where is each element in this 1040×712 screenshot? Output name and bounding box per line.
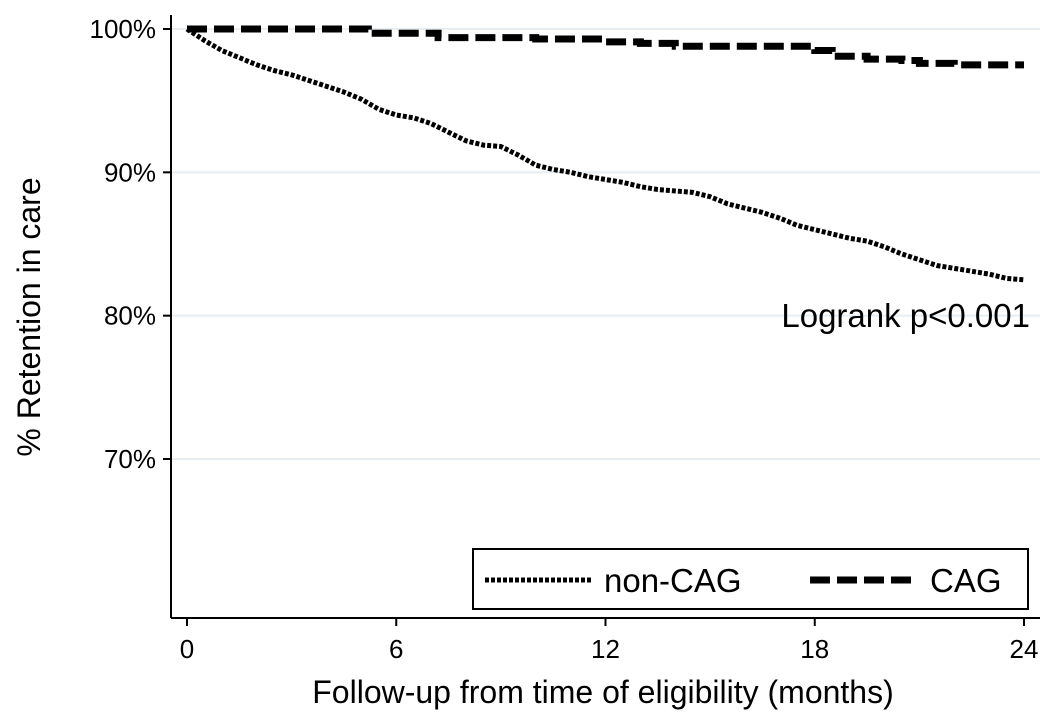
x-axis-title: Follow-up from time of eligibility (mont… xyxy=(312,674,894,710)
series-line-non-cag xyxy=(185,26,1025,283)
legend: non-CAG CAG xyxy=(472,548,1029,610)
legend-entries: non-CAG CAG xyxy=(485,562,1002,599)
gridlines xyxy=(172,28,1040,460)
x-ticks: 0 6 12 18 24 xyxy=(180,618,1039,664)
y-axis-title: % Retention in care xyxy=(11,177,47,456)
x-tick-label: 0 xyxy=(180,634,194,664)
logrank-annotation: Logrank p<0.001 xyxy=(781,297,1030,334)
x-tick-label: 24 xyxy=(1010,634,1039,664)
y-tick-label: 100% xyxy=(90,14,157,44)
series-line-cag xyxy=(187,25,1024,69)
x-tick-label: 6 xyxy=(389,634,403,664)
x-tick-label: 18 xyxy=(800,634,829,664)
y-tick-label: 80% xyxy=(104,301,156,331)
series-lines xyxy=(185,25,1025,283)
legend-label-cag: CAG xyxy=(930,562,1002,599)
legend-label-non-cag: non-CAG xyxy=(604,562,742,599)
x-tick-label: 12 xyxy=(591,634,620,664)
y-tick-label: 90% xyxy=(104,157,156,187)
y-tick-label: 70% xyxy=(104,444,156,474)
y-ticks: 100% 90% 80% 70% xyxy=(90,14,171,474)
